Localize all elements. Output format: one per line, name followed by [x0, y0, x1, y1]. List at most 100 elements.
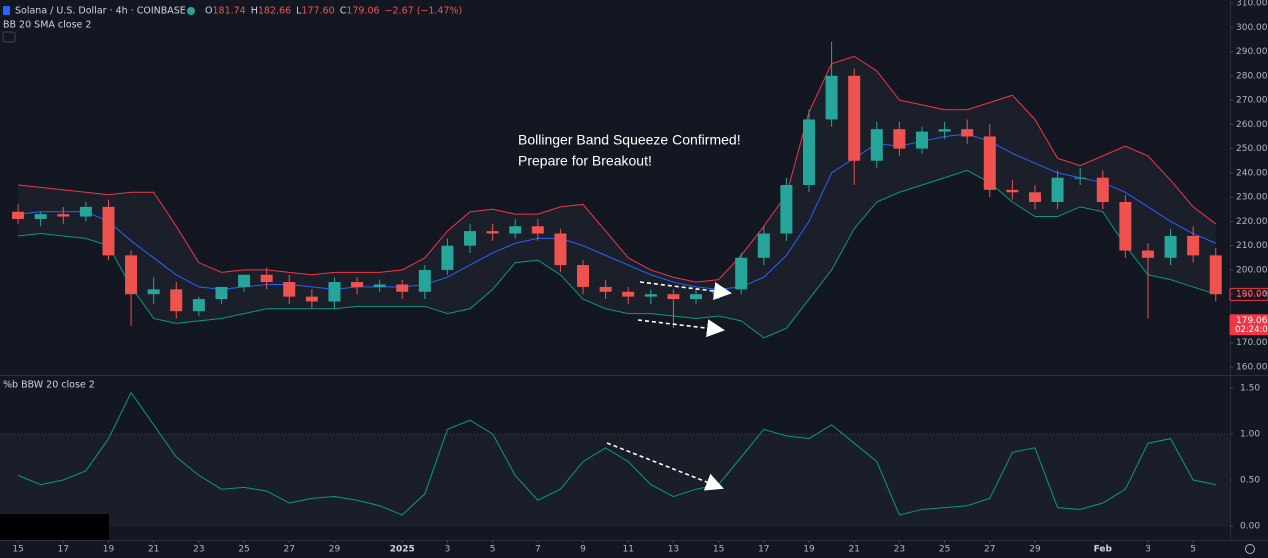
candle-body: [238, 274, 251, 287]
x-tick-label: 15: [12, 545, 23, 555]
candle-body: [1028, 192, 1041, 202]
candle-body: [1074, 177, 1087, 179]
y-tick-label: 0.00: [1240, 522, 1260, 532]
candle-body: [870, 129, 883, 161]
candle-body: [915, 131, 928, 149]
indicator-label: %b BBW 20 close 2: [3, 380, 95, 391]
candle-body: [486, 231, 499, 234]
x-tick-label: 21: [848, 545, 859, 555]
candle-body: [825, 75, 838, 120]
band-background: [0, 434, 1230, 526]
x-tick-label: 23: [894, 545, 905, 555]
candle-body: [283, 282, 296, 297]
annotation: Bollinger Band Squeeze Confirmed!: [518, 132, 741, 148]
indicator-label: BB 20 SMA close 2: [3, 20, 91, 31]
candle-body: [667, 294, 680, 300]
candle-body: [735, 257, 748, 290]
candle-body: [1096, 177, 1109, 202]
y-tick-label: 290.00: [1236, 47, 1268, 57]
band-lower: [18, 169, 1216, 339]
x-tick-label: 19: [103, 545, 115, 555]
axes: 160.00170.00180.00190.00200.00210.00220.…: [12, 0, 1268, 555]
candle-body: [983, 136, 996, 190]
y-tick-label: 280.00: [1236, 71, 1268, 81]
x-tick-label: 5: [490, 545, 496, 555]
candle-body: [961, 129, 974, 137]
collapse-button[interactable]: [2, 31, 16, 43]
x-tick-label: 9: [580, 545, 586, 555]
settings-button[interactable]: [1245, 544, 1255, 554]
ohlc-label: L: [296, 6, 302, 17]
candle-body: [622, 291, 635, 297]
hidden-area: [0, 514, 109, 540]
candle-body: [1141, 250, 1154, 258]
candle-body: [531, 226, 544, 234]
y-tick-label: 170.00: [1236, 338, 1268, 348]
candle-body: [1051, 177, 1064, 202]
candle-body: [215, 286, 228, 300]
candle-body: [147, 289, 160, 295]
y-tick-label: 230.00: [1236, 193, 1268, 203]
x-tick-label: 25: [939, 545, 950, 555]
price-countdown: 02:24:07: [1235, 325, 1268, 335]
bbw-line: [17, 391, 1216, 516]
candle-body: [396, 284, 409, 292]
x-tick-label: 5: [1190, 545, 1196, 555]
ohlc-label: H: [251, 6, 258, 17]
indicator-pane: [0, 391, 1230, 526]
y-tick-label: 240.00: [1236, 168, 1268, 178]
candle-body: [599, 286, 612, 292]
candle-body: [260, 274, 273, 283]
x-tick-label: 19: [803, 545, 815, 555]
band-fill: [18, 56, 1216, 338]
ohlc-label: O: [205, 6, 212, 17]
price-label: 179.06: [1236, 316, 1268, 326]
x-tick-label: 23: [193, 545, 204, 555]
y-tick-label: 0.50: [1240, 476, 1260, 486]
candle-body: [938, 129, 951, 132]
ohlc-value: 182.66: [258, 6, 291, 17]
x-tick-label: 29: [1029, 545, 1041, 555]
candle-body: [893, 129, 906, 149]
x-tick-label: 13: [668, 545, 679, 555]
x-tick-label: 15: [713, 545, 724, 555]
x-tick-label: 7: [535, 545, 541, 555]
ohlc-value: 177.60: [301, 6, 334, 17]
annotation: Prepare for Breakout!: [518, 153, 652, 169]
candle-body: [554, 233, 567, 266]
ohlc-label: C: [340, 6, 347, 17]
x-tick-label: 17: [758, 545, 769, 555]
candle-body: [102, 206, 115, 256]
y-tick-label: 260.00: [1236, 120, 1268, 130]
candle-body: [780, 185, 793, 234]
annotation-arrow: [639, 281, 732, 300]
candle-body: [305, 296, 318, 302]
candle-body: [441, 245, 454, 270]
candle-body: [418, 269, 431, 292]
x-tick-label: 11: [622, 545, 633, 555]
band-upper: [18, 55, 1217, 283]
candle-body: [1164, 235, 1177, 258]
y-tick-label: 220.00: [1236, 217, 1268, 227]
x-tick-label: 3: [445, 545, 451, 555]
candle-body: [509, 226, 522, 234]
y-tick-label: 300.00: [1236, 23, 1268, 33]
y-tick-label: 160.00: [1236, 363, 1268, 373]
annotation-arrow: [637, 319, 725, 338]
candle-body: [644, 294, 657, 297]
price-label-box: [1229, 314, 1268, 336]
y-tick-label: 210.00: [1236, 241, 1268, 251]
x-tick-label: Feb: [1094, 545, 1113, 555]
candle-body: [12, 211, 25, 219]
x-tick-label: 27: [284, 545, 295, 555]
candle-body: [125, 255, 138, 295]
symbol-title: Solana / U.S. Dollar · 4h · COINBASE: [15, 6, 186, 17]
candle-body: [170, 289, 183, 312]
y-tick-label: 270.00: [1236, 96, 1268, 106]
candle-body: [79, 206, 92, 217]
y-tick-label: 190.00: [1236, 290, 1268, 300]
y-tick-label: 250.00: [1236, 144, 1268, 154]
y-tick-label: 310.00: [1236, 0, 1268, 9]
